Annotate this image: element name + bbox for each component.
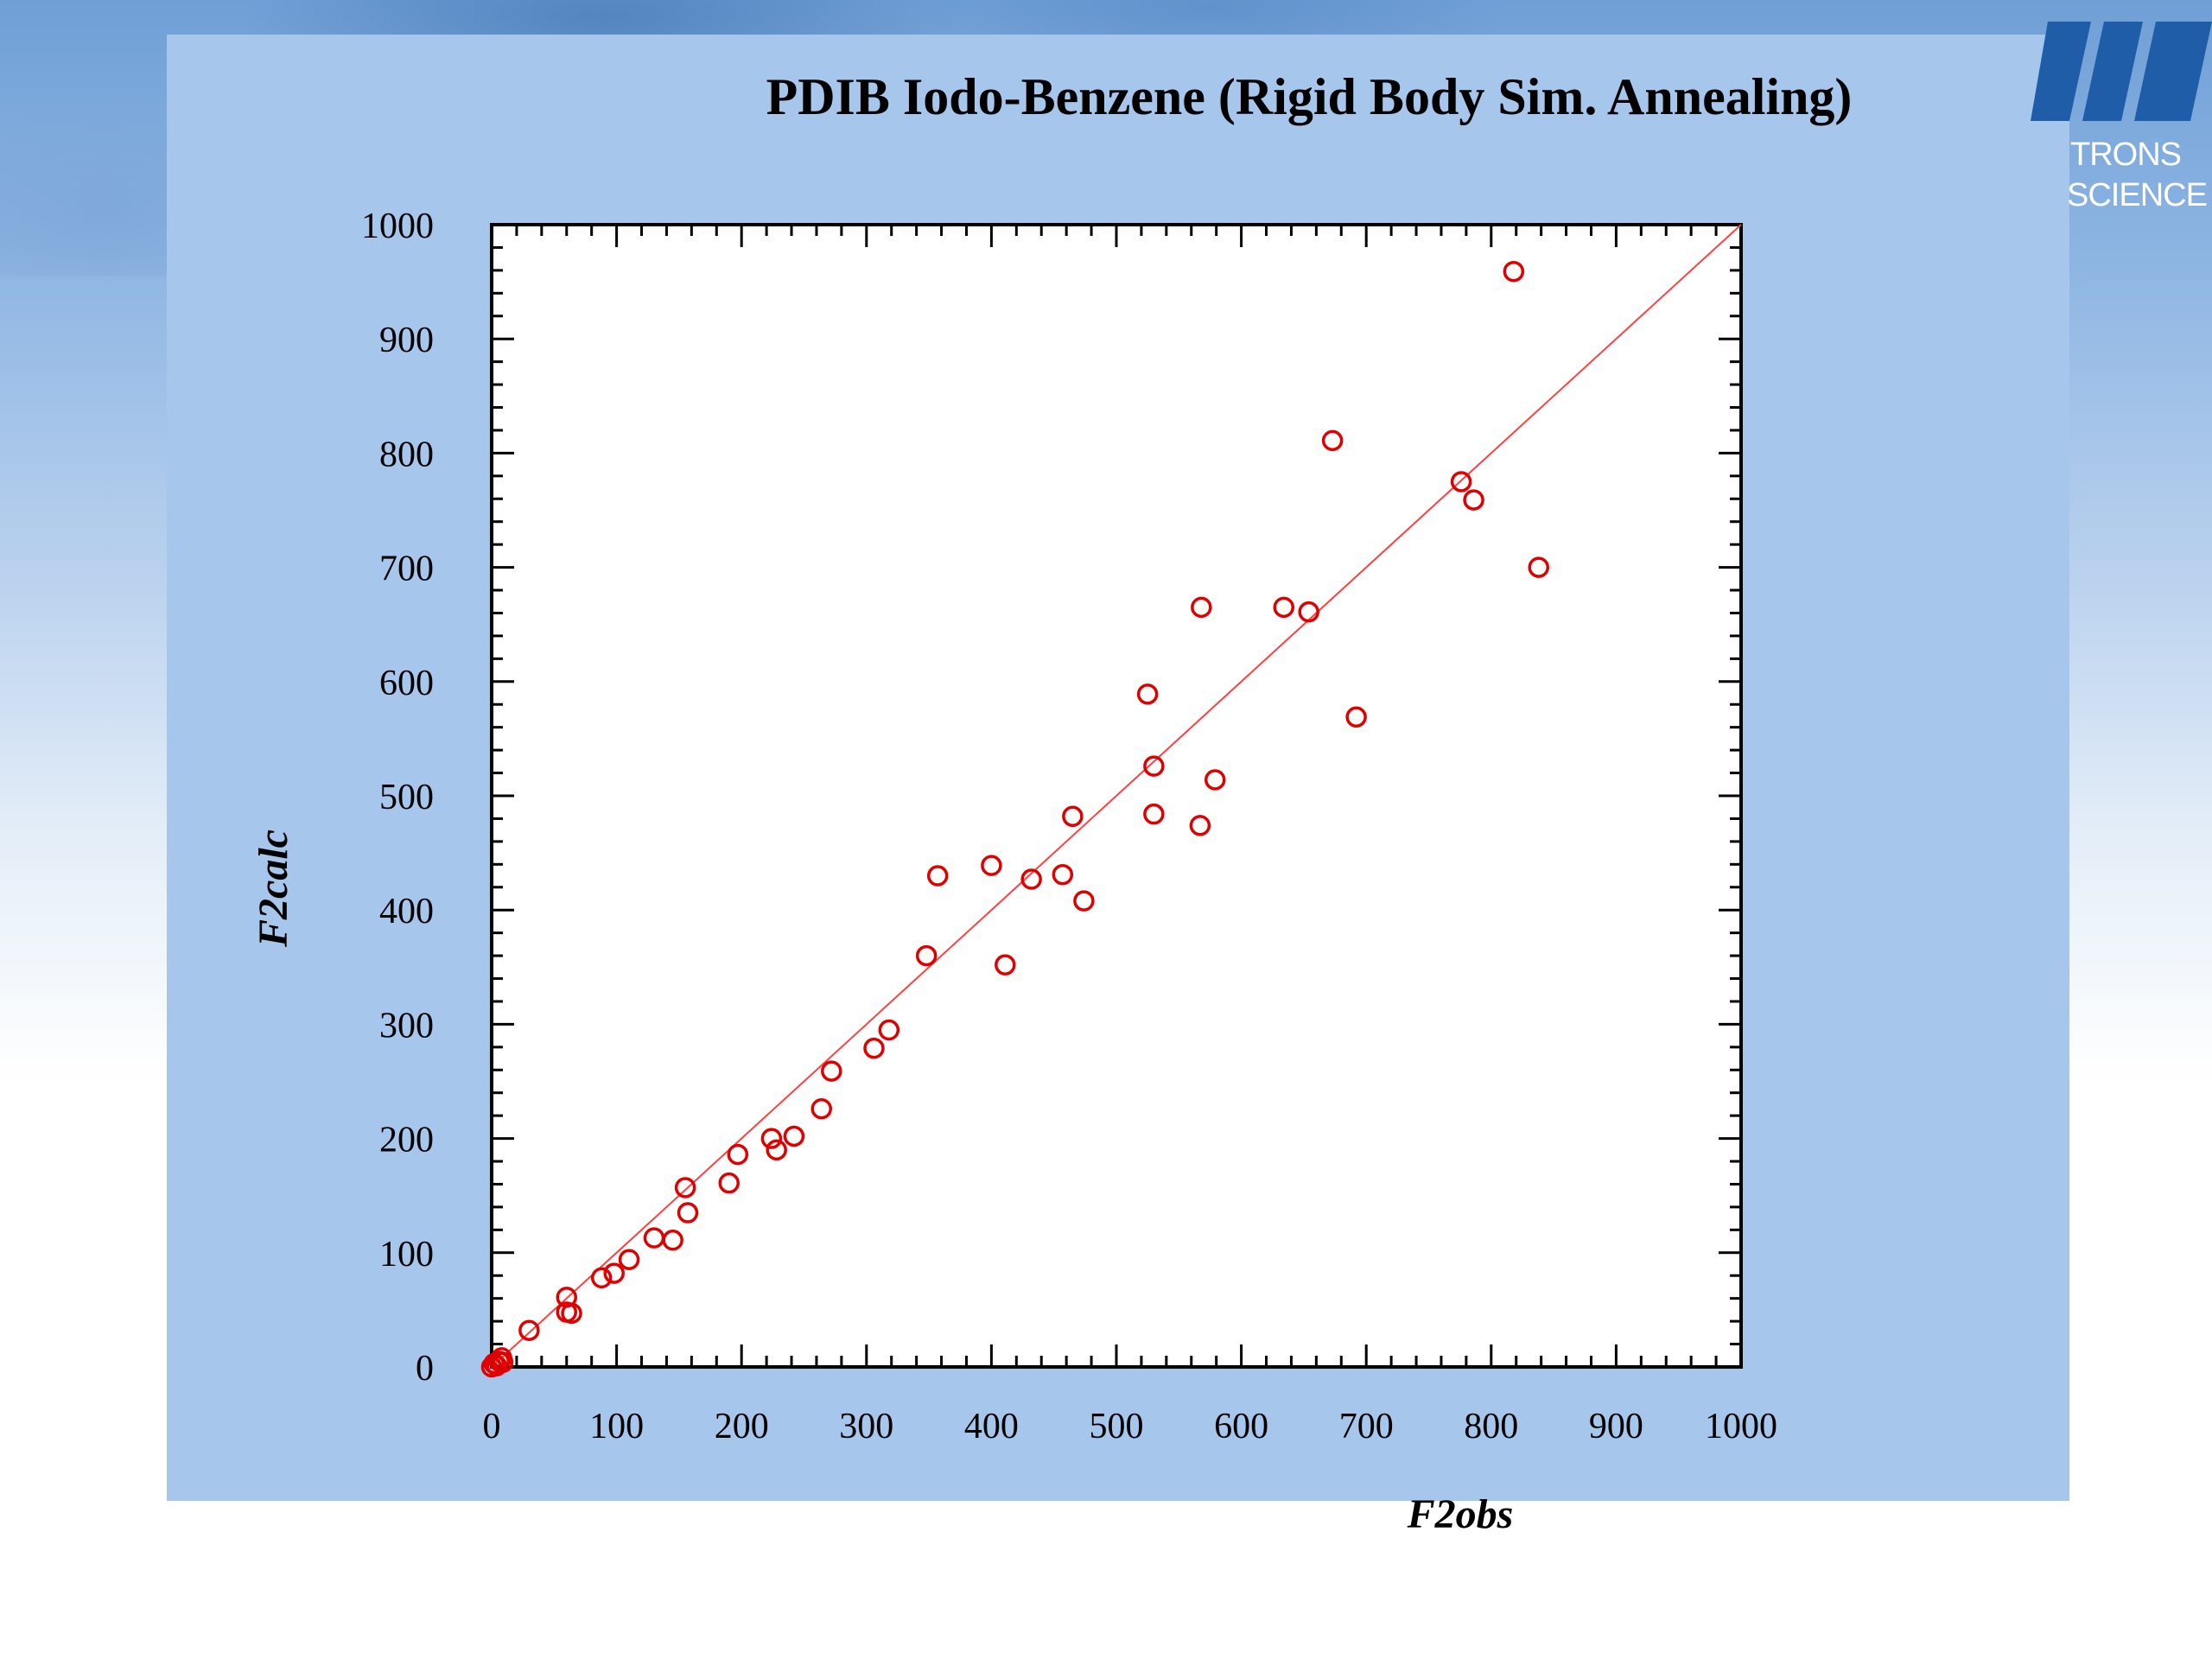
data-point [1143, 755, 1165, 777]
data-point [1020, 868, 1042, 890]
y-tick-label: 800 [379, 435, 434, 474]
logo-text-line2: SCIENCE [2067, 177, 2208, 213]
data-point [878, 1019, 900, 1041]
y-tick-label: 700 [379, 550, 434, 589]
data-point [1528, 556, 1549, 578]
data-point [1321, 429, 1344, 452]
y-tick-label: 1000 [361, 207, 434, 246]
y-tick-label: 900 [379, 321, 434, 360]
x-axis-label: F2obs [1407, 1491, 1514, 1537]
data-point [1136, 683, 1159, 705]
y-axis-label: F2calc [251, 830, 296, 948]
y-tick-label: 0 [416, 1349, 434, 1389]
y-tick-label: 200 [379, 1121, 434, 1160]
data-point [1189, 815, 1211, 836]
data-point [766, 1139, 787, 1161]
x-tick-label: 300 [839, 1407, 893, 1446]
data-point [1073, 890, 1095, 912]
logo-text-line1: TRONS [2070, 137, 2182, 173]
data-point [492, 1351, 514, 1373]
x-tick-label: 700 [1339, 1407, 1394, 1446]
y-tick-label: 300 [379, 1006, 434, 1046]
data-point [1062, 805, 1084, 828]
x-tick-label: 400 [964, 1407, 1019, 1446]
chart-title: PDIB Iodo-Benzene (Rigid Body Sim. Annea… [766, 68, 1853, 125]
data-point [1143, 803, 1165, 825]
data-point [727, 1143, 749, 1166]
data-point [981, 855, 1002, 876]
y-tick-label: 500 [379, 778, 434, 817]
x-tick-label: 900 [1589, 1407, 1643, 1446]
x-tick-label: 100 [589, 1407, 644, 1446]
data-point [1298, 601, 1319, 623]
y-tick-label: 400 [379, 892, 434, 931]
data-point [995, 954, 1016, 976]
data-point [821, 1060, 842, 1082]
data-point [603, 1262, 625, 1284]
data-point [926, 865, 949, 887]
data-point [1191, 596, 1212, 619]
data-point [1273, 596, 1295, 619]
x-tick-label: 200 [715, 1407, 769, 1446]
data-point [674, 1177, 696, 1198]
data-point [1052, 863, 1074, 886]
data-point [1450, 471, 1472, 493]
data-point [760, 1128, 783, 1149]
data-point [863, 1037, 885, 1059]
x-tick-label: 500 [1090, 1407, 1144, 1446]
data-point [810, 1097, 832, 1120]
data-points [480, 260, 1549, 1378]
data-point [590, 1267, 613, 1289]
axis-ticks [490, 223, 1743, 1369]
data-point [783, 1125, 805, 1147]
data-point [1463, 489, 1484, 511]
data-point [1204, 769, 1226, 791]
fit-line [491, 224, 1742, 1368]
x-tick-label: 1000 [1705, 1407, 1777, 1446]
y-tick-label: 100 [379, 1235, 434, 1274]
data-point [662, 1230, 683, 1251]
x-tick-label: 800 [1464, 1407, 1518, 1446]
x-tick-label: 600 [1214, 1407, 1268, 1446]
data-point [1503, 260, 1525, 283]
logo-icon [2031, 22, 2212, 121]
data-point [561, 1302, 582, 1325]
data-point [677, 1202, 699, 1224]
data-point [518, 1319, 540, 1341]
axis-tick-labels: 0 100 200 300 400 500 600 700 800 900 1000 0 100 200 3… [361, 207, 1777, 1446]
data-point [1345, 706, 1367, 728]
data-point [718, 1172, 740, 1194]
x-tick-label: 0 [483, 1407, 501, 1446]
data-point [618, 1249, 640, 1270]
y-tick-label: 600 [379, 664, 434, 703]
data-point [915, 944, 938, 967]
